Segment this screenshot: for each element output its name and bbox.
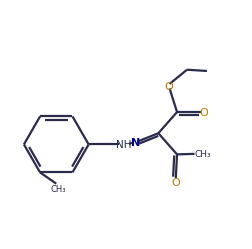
Text: NH: NH <box>116 140 132 150</box>
Text: O: O <box>164 82 173 92</box>
Text: N: N <box>131 138 140 148</box>
Text: O: O <box>200 108 208 118</box>
Text: O: O <box>171 178 180 188</box>
Text: CH₃: CH₃ <box>50 185 66 194</box>
Text: CH₃: CH₃ <box>194 150 211 159</box>
